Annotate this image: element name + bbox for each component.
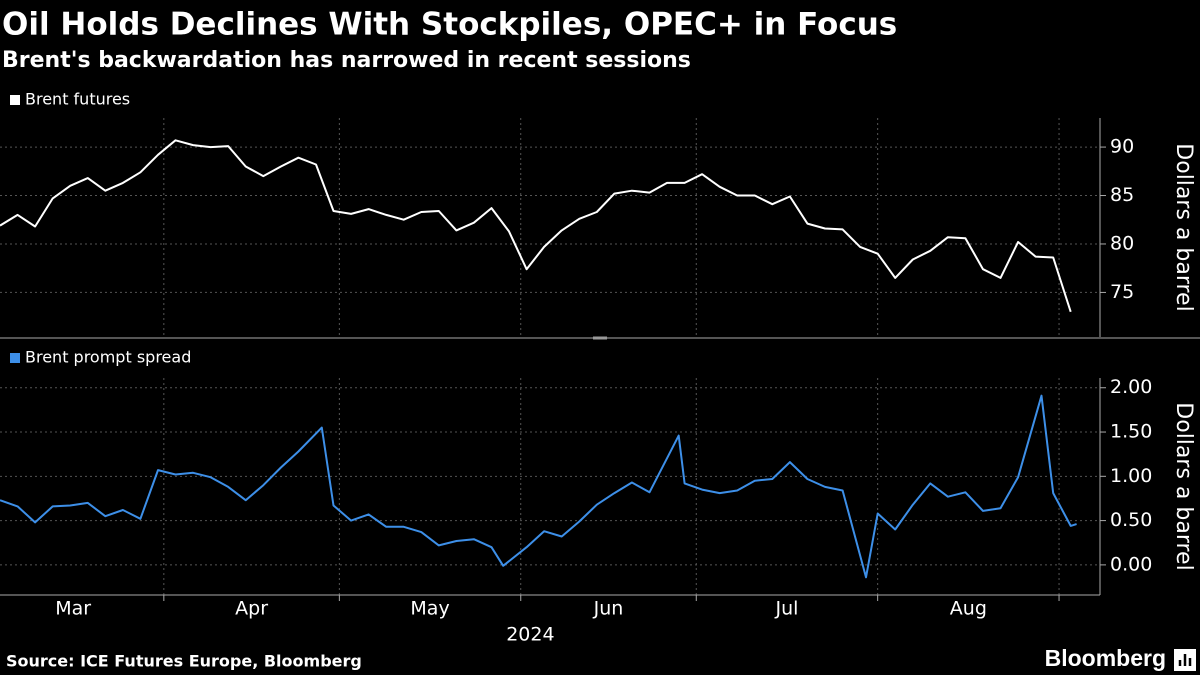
y-tick-label: 1.50 [1110,421,1152,443]
x-tick-label: Jul [774,598,798,620]
x-tick-label: Apr [235,598,268,620]
x-tick-label: Mar [55,598,91,620]
y-tick-label: 90 [1110,136,1134,158]
brand-logo: Bloomberg [1045,645,1166,671]
y-tick-label: 75 [1110,281,1134,303]
y-tick-label: 0.50 [1110,509,1152,531]
y-tick-label: 85 [1110,184,1134,206]
x-tick-label: May [410,598,449,620]
y-axis-title: Dollars a barrel [1171,143,1196,311]
series-line [0,139,1072,313]
y-axis-title: Dollars a barrel [1171,402,1196,570]
x-axis-title: 2024 [506,624,554,646]
legend-swatch [10,95,20,105]
x-tick-label: Jun [593,598,624,620]
chart-title: Oil Holds Declines With Stockpiles, OPEC… [2,7,897,43]
series-line [0,394,1077,579]
y-tick-label: 1.00 [1110,465,1152,487]
y-tick-label: 0.00 [1110,553,1152,575]
chart-subtitle: Brent's backwardation has narrowed in re… [2,48,691,73]
legend-label: Brent futures [25,90,130,109]
legend-label: Brent prompt spread [25,348,191,367]
legend-swatch [10,353,20,363]
y-tick-label: 2.00 [1110,376,1152,398]
y-tick-label: 80 [1110,232,1134,254]
brand-icon-bars [1178,654,1192,666]
x-tick-label: Aug [950,598,987,620]
source-note: Source: ICE Futures Europe, Bloomberg [6,652,362,671]
